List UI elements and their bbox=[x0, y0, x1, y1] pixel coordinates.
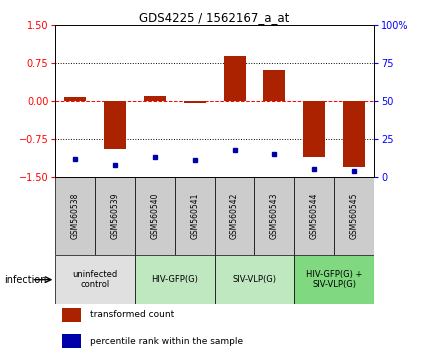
FancyBboxPatch shape bbox=[55, 177, 95, 255]
Text: GSM560540: GSM560540 bbox=[150, 193, 159, 239]
Bar bbox=[64, 97, 86, 101]
FancyBboxPatch shape bbox=[175, 177, 215, 255]
Text: transformed count: transformed count bbox=[90, 310, 175, 319]
Text: SIV-VLP(G): SIV-VLP(G) bbox=[232, 275, 277, 284]
FancyBboxPatch shape bbox=[215, 255, 294, 304]
Text: GSM560545: GSM560545 bbox=[350, 193, 359, 239]
Bar bbox=[303, 101, 325, 157]
Bar bbox=[104, 101, 126, 149]
Text: infection: infection bbox=[4, 275, 47, 285]
FancyBboxPatch shape bbox=[294, 177, 334, 255]
Bar bbox=[343, 101, 365, 167]
Text: GSM560541: GSM560541 bbox=[190, 193, 199, 239]
FancyBboxPatch shape bbox=[135, 255, 215, 304]
FancyBboxPatch shape bbox=[215, 177, 255, 255]
Text: GSM560542: GSM560542 bbox=[230, 193, 239, 239]
FancyBboxPatch shape bbox=[294, 255, 374, 304]
Bar bbox=[184, 101, 206, 103]
Text: uninfected
control: uninfected control bbox=[73, 270, 118, 289]
Bar bbox=[62, 334, 81, 348]
FancyBboxPatch shape bbox=[95, 177, 135, 255]
FancyBboxPatch shape bbox=[135, 177, 175, 255]
Text: HIV-GFP(G): HIV-GFP(G) bbox=[151, 275, 198, 284]
FancyBboxPatch shape bbox=[55, 255, 135, 304]
FancyBboxPatch shape bbox=[255, 177, 294, 255]
Bar bbox=[144, 96, 166, 101]
Text: GSM560544: GSM560544 bbox=[310, 193, 319, 239]
Text: GSM560538: GSM560538 bbox=[71, 193, 79, 239]
Text: percentile rank within the sample: percentile rank within the sample bbox=[90, 337, 244, 346]
Bar bbox=[62, 308, 81, 322]
Bar bbox=[224, 56, 246, 101]
Bar bbox=[264, 70, 285, 101]
Text: GSM560539: GSM560539 bbox=[110, 193, 119, 239]
Text: HIV-GFP(G) +
SIV-VLP(G): HIV-GFP(G) + SIV-VLP(G) bbox=[306, 270, 363, 289]
Text: GSM560543: GSM560543 bbox=[270, 193, 279, 239]
FancyBboxPatch shape bbox=[334, 177, 374, 255]
Title: GDS4225 / 1562167_a_at: GDS4225 / 1562167_a_at bbox=[139, 11, 290, 24]
